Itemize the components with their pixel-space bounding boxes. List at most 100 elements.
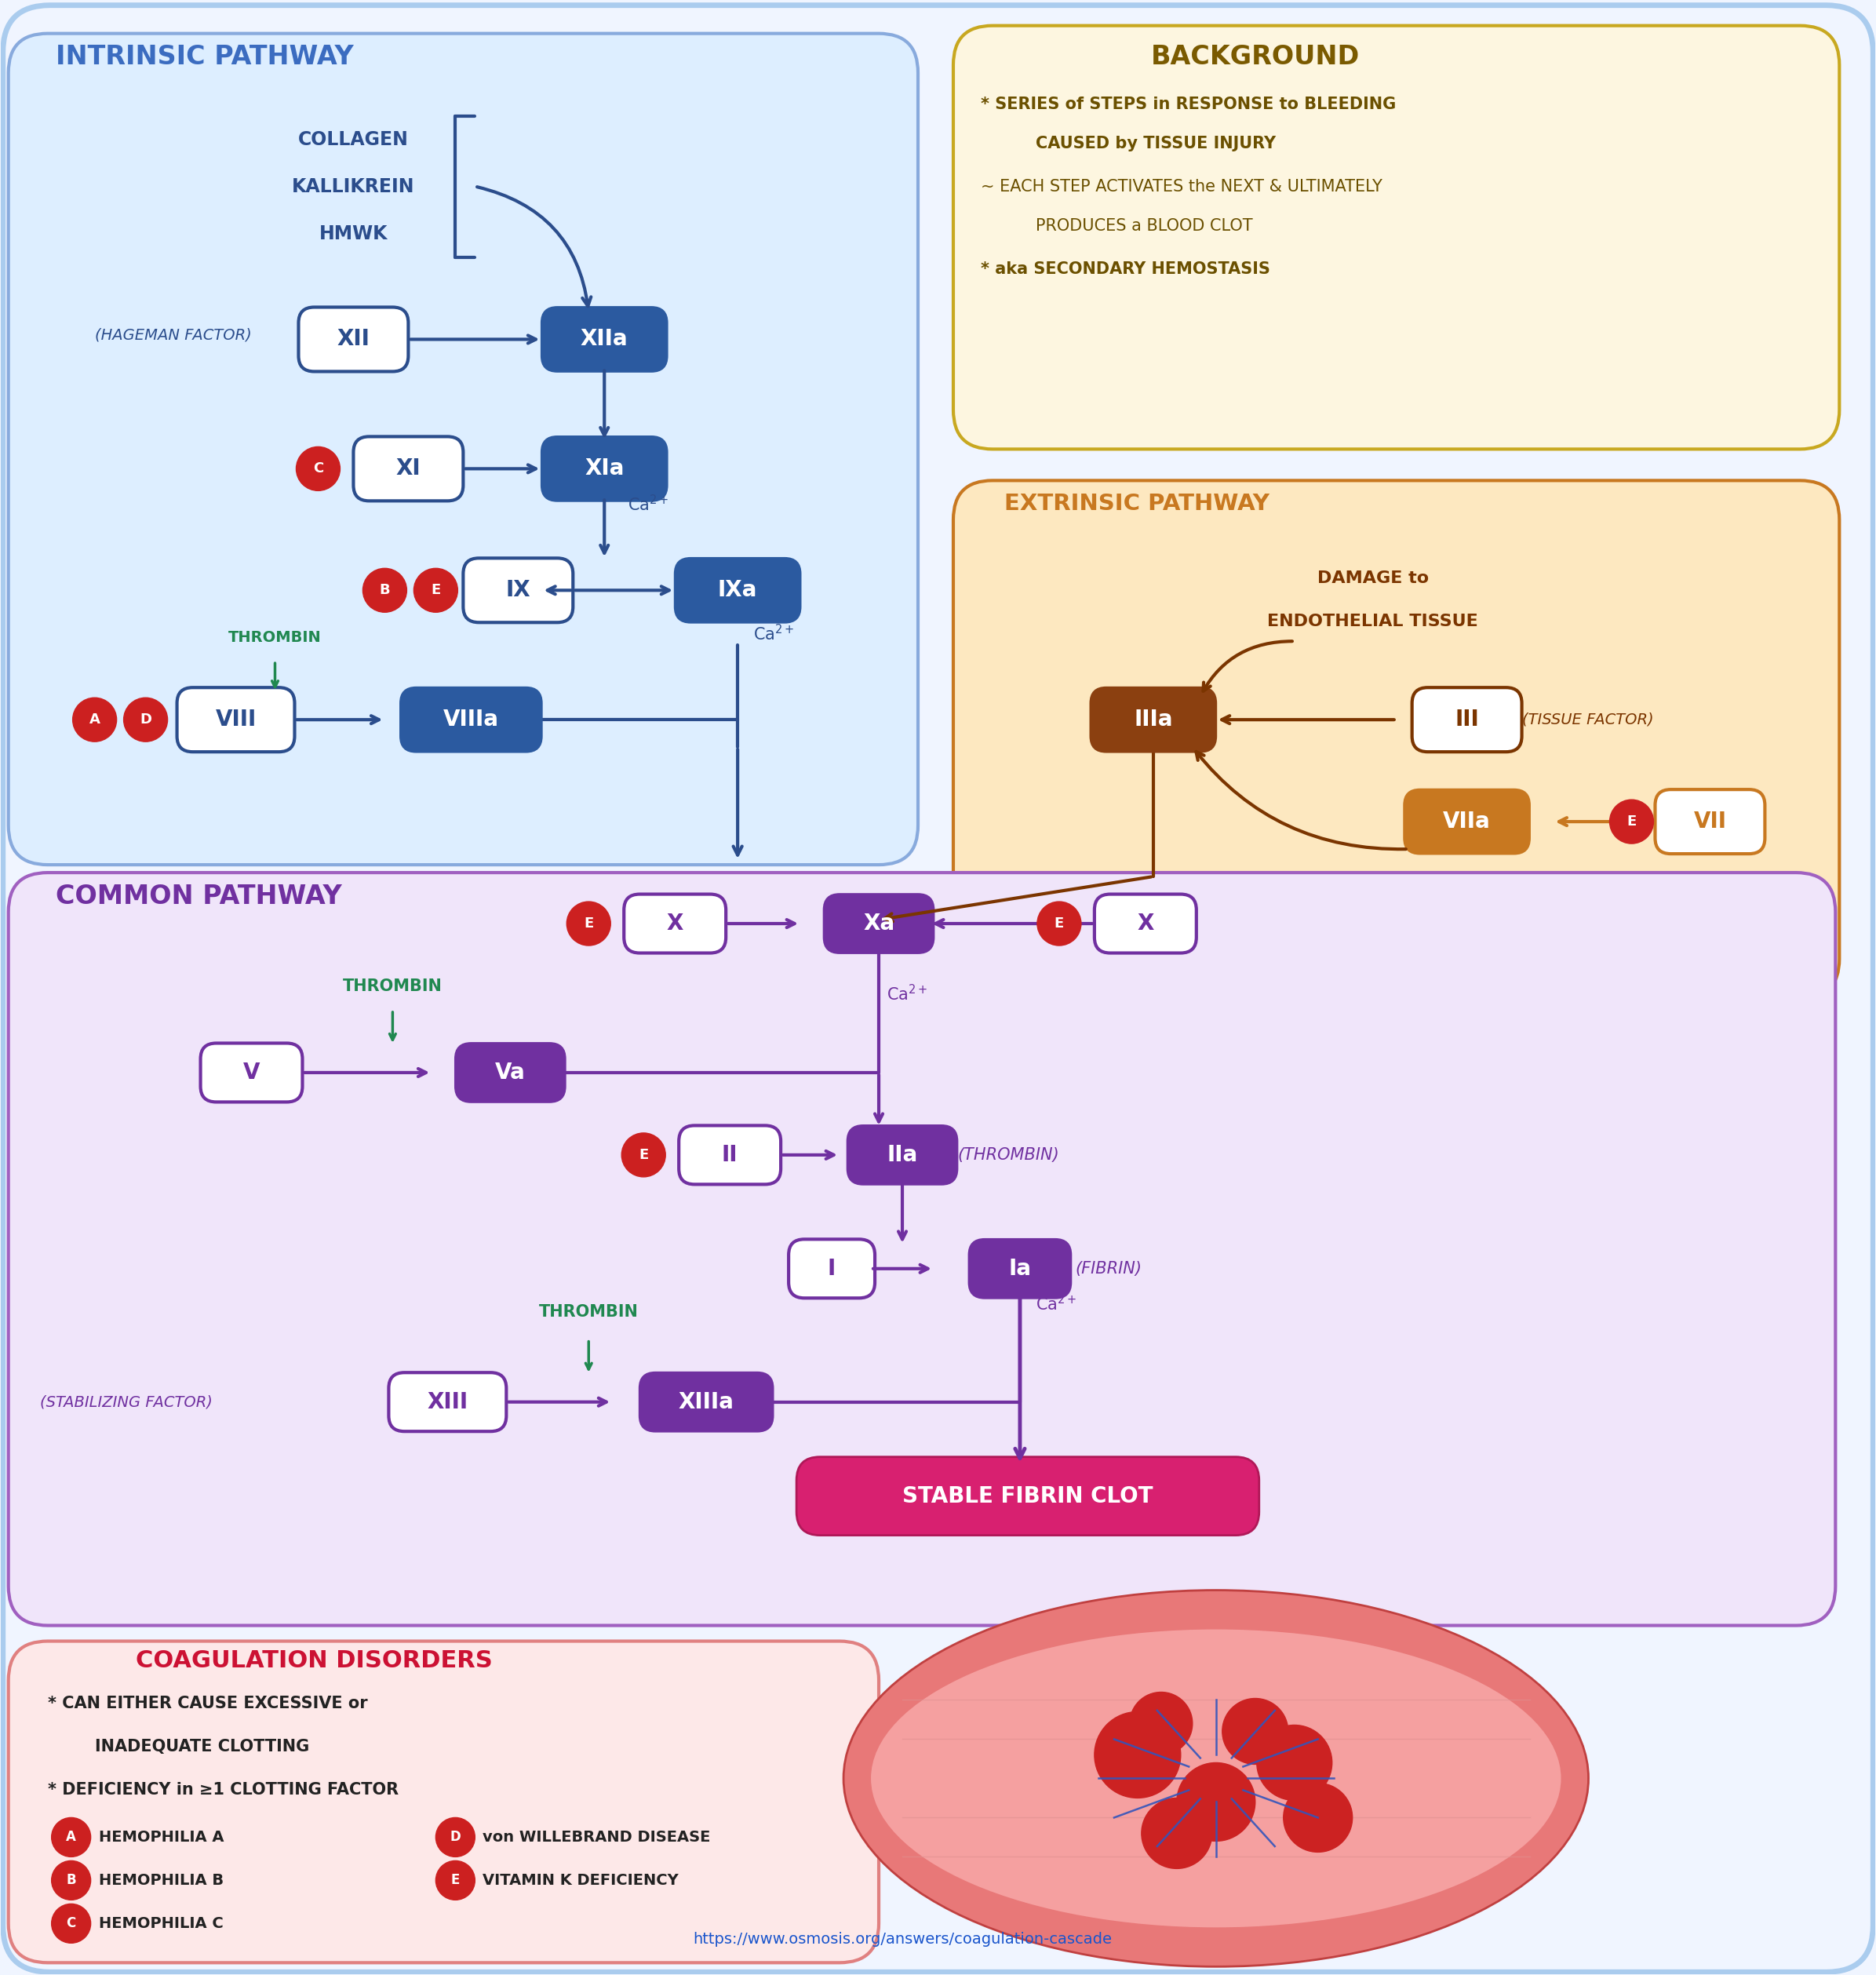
- Text: (TISSUE FACTOR): (TISSUE FACTOR): [1521, 713, 1653, 727]
- Text: EXTRINSIC PATHWAY: EXTRINSIC PATHWAY: [1004, 494, 1270, 515]
- FancyBboxPatch shape: [788, 1238, 874, 1298]
- Text: II: II: [722, 1144, 737, 1165]
- Circle shape: [1223, 1698, 1289, 1764]
- FancyBboxPatch shape: [8, 1641, 878, 1963]
- FancyBboxPatch shape: [679, 1126, 780, 1185]
- Text: VII: VII: [1694, 810, 1726, 833]
- Text: * CAN EITHER CAUSE EXCESSIVE or: * CAN EITHER CAUSE EXCESSIVE or: [47, 1697, 368, 1712]
- Text: V: V: [244, 1063, 261, 1084]
- Text: Xa: Xa: [863, 912, 895, 934]
- FancyBboxPatch shape: [675, 559, 801, 622]
- Text: D: D: [139, 713, 152, 727]
- Text: HEMOPHILIA A: HEMOPHILIA A: [99, 1829, 223, 1845]
- Text: E: E: [431, 583, 441, 596]
- Text: INADEQUATE CLOTTING: INADEQUATE CLOTTING: [94, 1740, 310, 1756]
- Text: (THROMBIN): (THROMBIN): [957, 1147, 1060, 1163]
- Text: CAUSED by TISSUE INJURY: CAUSED by TISSUE INJURY: [1036, 136, 1276, 152]
- Text: VITAMIN K DEFICIENCY: VITAMIN K DEFICIENCY: [482, 1872, 679, 1888]
- FancyBboxPatch shape: [625, 895, 726, 954]
- Text: * DEFICIENCY in ≥1 CLOTTING FACTOR: * DEFICIENCY in ≥1 CLOTTING FACTOR: [47, 1781, 398, 1797]
- Text: KALLIKREIN: KALLIKREIN: [293, 178, 415, 196]
- Text: I: I: [827, 1258, 837, 1280]
- Circle shape: [435, 1860, 475, 1900]
- Text: HEMOPHILIA B: HEMOPHILIA B: [99, 1872, 223, 1888]
- Text: * SERIES of STEPS in RESPONSE to BLEEDING: * SERIES of STEPS in RESPONSE to BLEEDIN…: [981, 97, 1396, 113]
- Text: D: D: [450, 1831, 461, 1845]
- Circle shape: [296, 446, 340, 490]
- Circle shape: [621, 1134, 666, 1177]
- Text: E: E: [1626, 814, 1636, 829]
- FancyBboxPatch shape: [353, 436, 463, 502]
- FancyBboxPatch shape: [388, 1373, 507, 1432]
- Text: C: C: [66, 1916, 75, 1930]
- FancyBboxPatch shape: [797, 1458, 1259, 1535]
- Text: COMMON PATHWAY: COMMON PATHWAY: [56, 883, 341, 908]
- Text: III: III: [1456, 709, 1478, 731]
- FancyBboxPatch shape: [1094, 895, 1197, 954]
- Text: E: E: [583, 916, 593, 930]
- Text: XIIa: XIIa: [580, 328, 628, 350]
- Text: Ca$^{2+}$: Ca$^{2+}$: [887, 984, 929, 1003]
- Text: THROMBIN: THROMBIN: [343, 978, 443, 993]
- Text: Ca$^{2+}$: Ca$^{2+}$: [1036, 1294, 1077, 1313]
- Text: ~ EACH STEP ACTIVATES the NEXT & ULTIMATELY: ~ EACH STEP ACTIVATES the NEXT & ULTIMAT…: [981, 178, 1383, 194]
- FancyBboxPatch shape: [201, 1043, 302, 1102]
- Text: IXa: IXa: [719, 579, 758, 600]
- Circle shape: [51, 1817, 90, 1856]
- Text: DAMAGE to: DAMAGE to: [1317, 571, 1428, 587]
- Text: (FIBRIN): (FIBRIN): [1075, 1260, 1141, 1276]
- Text: C: C: [313, 462, 323, 476]
- Text: IIa: IIa: [887, 1144, 917, 1165]
- Circle shape: [1141, 1797, 1212, 1868]
- Text: E: E: [450, 1872, 460, 1888]
- Text: INTRINSIC PATHWAY: INTRINSIC PATHWAY: [56, 43, 353, 69]
- Text: A: A: [66, 1831, 77, 1845]
- FancyBboxPatch shape: [8, 873, 1835, 1625]
- FancyBboxPatch shape: [463, 559, 572, 622]
- Text: XI: XI: [396, 458, 420, 480]
- Text: HEMOPHILIA C: HEMOPHILIA C: [99, 1916, 223, 1932]
- FancyBboxPatch shape: [970, 1238, 1071, 1298]
- Text: XIII: XIII: [428, 1390, 467, 1412]
- Circle shape: [415, 569, 458, 612]
- FancyBboxPatch shape: [176, 687, 295, 752]
- Text: A: A: [90, 713, 99, 727]
- Text: XIa: XIa: [585, 458, 625, 480]
- FancyBboxPatch shape: [848, 1126, 957, 1185]
- FancyBboxPatch shape: [542, 436, 668, 502]
- Text: THROMBIN: THROMBIN: [229, 630, 321, 644]
- Text: IX: IX: [507, 579, 531, 600]
- FancyBboxPatch shape: [1403, 790, 1529, 853]
- FancyBboxPatch shape: [824, 895, 934, 954]
- Ellipse shape: [870, 1629, 1561, 1928]
- FancyBboxPatch shape: [298, 308, 409, 371]
- Text: HMWK: HMWK: [319, 223, 388, 243]
- Circle shape: [51, 1860, 90, 1900]
- FancyBboxPatch shape: [953, 26, 1838, 448]
- Text: VIII: VIII: [216, 709, 257, 731]
- FancyBboxPatch shape: [8, 34, 917, 865]
- Circle shape: [73, 697, 116, 743]
- Circle shape: [1283, 1783, 1353, 1853]
- Text: XII: XII: [338, 328, 370, 350]
- Circle shape: [124, 697, 167, 743]
- Text: ENDOTHELIAL TISSUE: ENDOTHELIAL TISSUE: [1268, 614, 1478, 630]
- Text: Ca$^{2+}$: Ca$^{2+}$: [754, 624, 794, 644]
- Circle shape: [1257, 1724, 1332, 1801]
- Text: von WILLEBRAND DISEASE: von WILLEBRAND DISEASE: [482, 1829, 711, 1845]
- Text: X: X: [666, 912, 683, 934]
- Text: XIIIa: XIIIa: [679, 1390, 734, 1412]
- Circle shape: [435, 1817, 475, 1856]
- FancyBboxPatch shape: [400, 687, 542, 752]
- Circle shape: [1037, 903, 1081, 946]
- Circle shape: [362, 569, 407, 612]
- Text: IIIa: IIIa: [1133, 709, 1172, 731]
- Text: E: E: [638, 1147, 649, 1161]
- Text: X: X: [1137, 912, 1154, 934]
- Text: THROMBIN: THROMBIN: [538, 1304, 638, 1319]
- FancyBboxPatch shape: [1413, 687, 1521, 752]
- Circle shape: [1129, 1693, 1193, 1756]
- Circle shape: [1094, 1712, 1180, 1797]
- FancyBboxPatch shape: [640, 1373, 773, 1432]
- Text: Ca$^{2+}$: Ca$^{2+}$: [628, 494, 670, 514]
